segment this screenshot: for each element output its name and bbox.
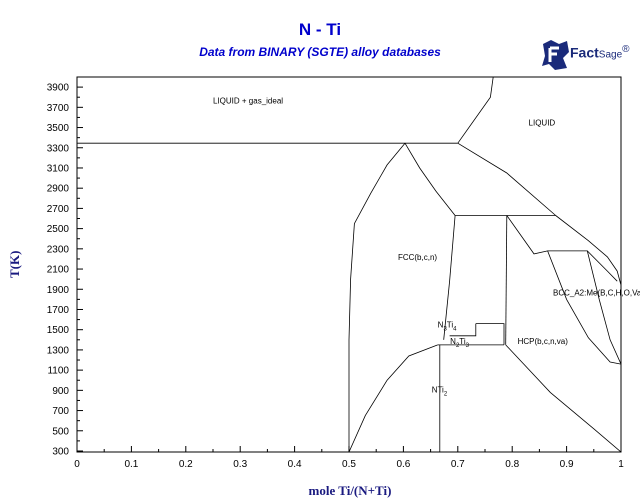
phase-boundary-line	[449, 323, 477, 337]
phase-boundary-line	[457, 142, 556, 216]
y-tick-label: 1100	[47, 366, 69, 377]
phase-boundary-line	[547, 250, 621, 365]
factsage-logo-text: FactSage®	[570, 44, 630, 61]
phase-region-label: N2Ti3	[450, 337, 470, 349]
y-tick-label: 2700	[47, 204, 70, 215]
chart-subtitle: Data from BINARY (SGTE) alloy databases	[199, 45, 441, 59]
y-tick-label: 300	[52, 446, 69, 457]
y-tick-label: 700	[52, 406, 69, 417]
x-tick-label: 0.6	[396, 459, 410, 470]
phase-boundaries	[77, 77, 621, 452]
y-tick-label: 3900	[47, 83, 70, 94]
phase-boundary-line	[505, 215, 508, 345]
phase-region-label: BCC_A2:Me(B,C,H,O,Va)	[553, 288, 640, 297]
x-tick-label: 0.5	[342, 459, 356, 470]
y-tick-label: 1500	[47, 325, 70, 336]
phase-boundary-line	[443, 215, 456, 340]
y-tick-label: 1700	[47, 305, 70, 316]
phase-boundary-line	[348, 142, 406, 452]
phase-region-label: N3Ti4	[438, 321, 458, 333]
phase-region-label: LIQUID + gas_ideal	[213, 96, 283, 105]
x-tick-label: 0.4	[288, 459, 302, 470]
factsage-logo-icon	[542, 40, 569, 70]
phase-boundary-line	[506, 215, 618, 282]
phase-boundary-line	[457, 77, 494, 144]
phase-boundary-line	[555, 215, 621, 286]
y-tick-label: 500	[52, 426, 69, 437]
phase-boundary-line	[404, 142, 456, 216]
x-tick-label: 0.9	[560, 459, 574, 470]
phase-region-labels: LIQUID + gas_ideal LIQUID FCC(b,c,n) BCC_A2…	[213, 96, 640, 397]
x-tick-label: 0.8	[505, 459, 519, 470]
y-tick-label: 3300	[47, 143, 70, 154]
logo-trademark: ®	[622, 44, 630, 55]
phase-region-label: FCC(b,c,n)	[398, 253, 437, 262]
phase-boundary-line	[505, 344, 621, 452]
phase-boundary-line	[586, 250, 621, 365]
x-tick-label: 0.7	[451, 459, 465, 470]
logo-brand: Fact	[570, 44, 599, 61]
y-axis: 300 500 700 900 1100 1300 1500 1700 1900 2100 2300…	[47, 83, 83, 457]
y-tick-label: 1300	[47, 345, 70, 356]
phase-boundary-line	[348, 344, 438, 452]
y-tick-label: 2900	[47, 184, 70, 195]
y-tick-label: 2500	[47, 224, 70, 235]
x-tick-label: 0.1	[124, 459, 138, 470]
phase-region-label: LIQUID	[529, 119, 556, 128]
y-tick-label: 2100	[47, 265, 70, 276]
y-tick-label: 3700	[47, 103, 70, 114]
x-axis-label: mole Ti/(N+Ti)	[308, 483, 392, 498]
y-tick-label: 3100	[47, 163, 70, 174]
y-tick-label: 1900	[47, 285, 70, 296]
x-tick-label: 0.3	[233, 459, 247, 470]
y-tick-label: 900	[52, 386, 69, 397]
chart-title: N - Ti	[298, 20, 342, 39]
phase-region-label: HCP(b,c,n,va)	[518, 337, 569, 346]
y-axis-label: T(K)	[7, 250, 22, 278]
x-axis: 0 0.1 0.2 0.3 0.4 0.5 0.6 0.7 0.8 0.9 1	[74, 446, 624, 470]
logo-suffix: Sage	[598, 49, 623, 61]
x-tick-label: 0	[74, 459, 80, 470]
phase-boundary-line	[475, 323, 505, 345]
x-tick-label: 0.2	[179, 459, 193, 470]
x-tick-label: 1	[618, 459, 624, 470]
phase-region-label: NTi2	[432, 385, 448, 397]
y-tick-label: 3500	[47, 123, 70, 134]
y-tick-label: 2300	[47, 244, 70, 255]
